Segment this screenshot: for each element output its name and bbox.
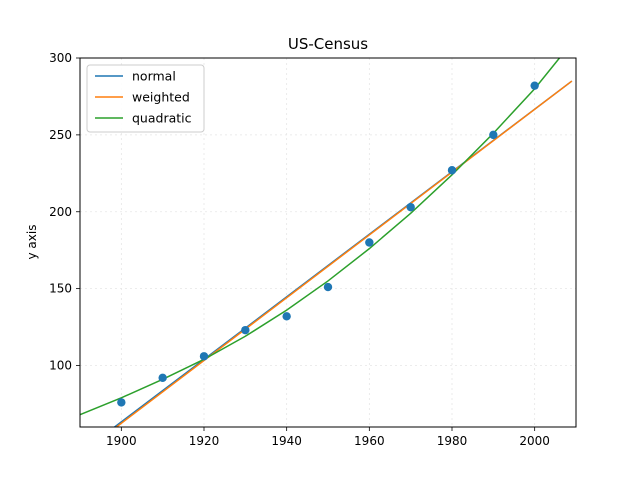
y-axis-label: y axis bbox=[25, 225, 39, 260]
y-tick-label: 150 bbox=[49, 282, 72, 296]
series-group bbox=[80, 58, 573, 427]
legend-label-weighted: weighted bbox=[132, 90, 190, 105]
y-tick-label: 200 bbox=[49, 205, 72, 219]
y-tick-label: 250 bbox=[49, 128, 72, 142]
data-point bbox=[323, 282, 333, 292]
legend-label-normal: normal bbox=[132, 69, 176, 84]
data-point bbox=[282, 312, 291, 321]
legend-box bbox=[86, 64, 205, 133]
data-point bbox=[406, 202, 415, 212]
x-tick-label: 1920 bbox=[189, 434, 220, 448]
x-tick-label: 1980 bbox=[437, 434, 468, 448]
x-tick-label: 1960 bbox=[354, 434, 385, 448]
axes-frame bbox=[79, 57, 577, 428]
chart-title: US-Census bbox=[288, 35, 368, 53]
data-point bbox=[158, 373, 167, 382]
x-tick-label: 1900 bbox=[106, 434, 137, 448]
x-tick-label: 2000 bbox=[519, 434, 550, 448]
legend: normal weighted quadratic bbox=[86, 64, 205, 133]
data-point bbox=[117, 398, 126, 407]
x-tick-label: 1940 bbox=[271, 434, 302, 448]
data-point bbox=[241, 325, 250, 335]
data-point bbox=[365, 238, 374, 247]
data-point bbox=[530, 81, 539, 90]
axes: 1900 1920 1940 1960 1980 2000 100 150 200 250 300 bbox=[49, 51, 577, 448]
data-point bbox=[489, 130, 498, 140]
y-tick-label: 100 bbox=[49, 359, 72, 373]
plot-area bbox=[80, 58, 573, 427]
data-point bbox=[199, 352, 209, 361]
y-tick-label: 300 bbox=[49, 51, 72, 65]
data-point bbox=[447, 166, 457, 175]
legend-label-quadratic: quadratic bbox=[132, 111, 192, 126]
series-line-weighted bbox=[115, 80, 573, 427]
